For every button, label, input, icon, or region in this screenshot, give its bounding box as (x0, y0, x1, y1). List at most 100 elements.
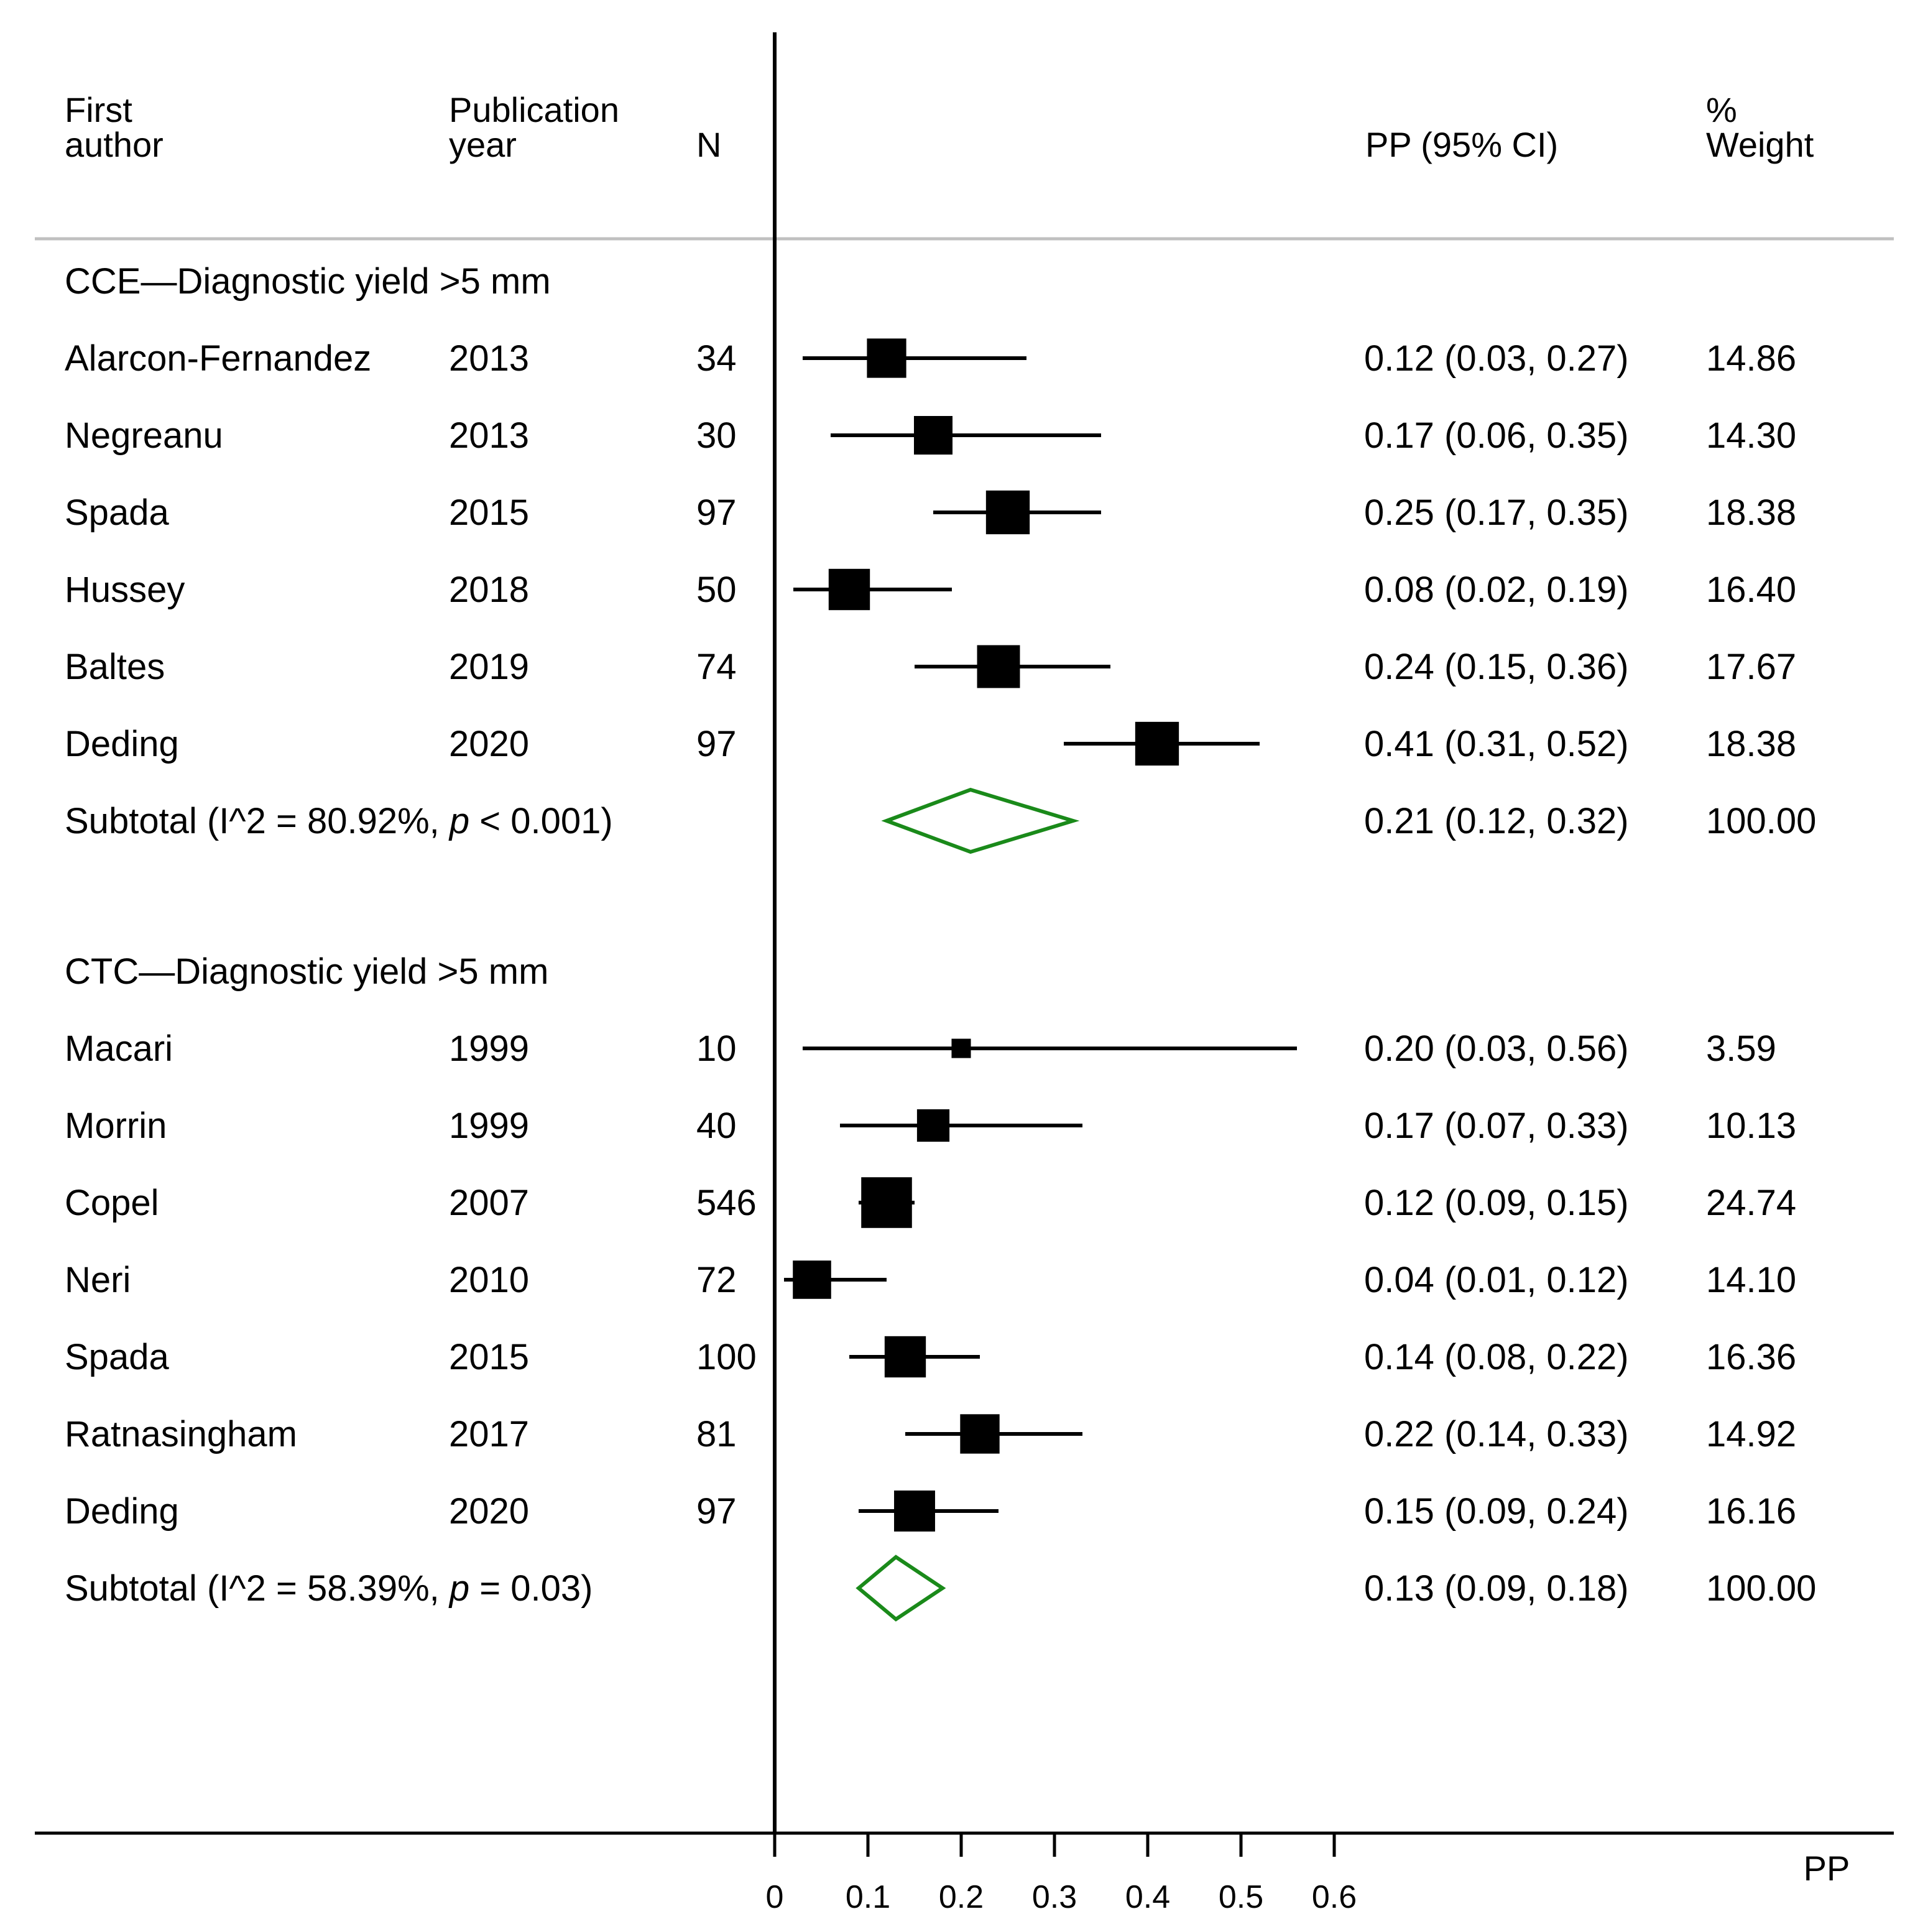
study-author: Baltes (65, 647, 165, 687)
point-estimate-square (951, 1038, 971, 1058)
study-row: Morrin 1999 40 0.17 (0.07, 0.33) 10.13 (65, 1106, 1796, 1146)
forest-rows: CCE—Diagnostic yield >5 mm Alarcon-Fernan… (65, 261, 1816, 1609)
study-estimate-ci: 0.22 (0.14, 0.33) (1364, 1414, 1629, 1454)
header-publication-year-line2: year (449, 125, 517, 164)
study-estimate-ci: 0.14 (0.08, 0.22) (1364, 1337, 1629, 1377)
study-year: 2018 (449, 570, 529, 610)
study-author: Ratnasingham (65, 1414, 297, 1454)
study-n: 546 (696, 1183, 757, 1223)
subtotal-label: Subtotal (I^2 = 80.92%, p < 0.001) (65, 801, 613, 841)
study-estimate-ci: 0.04 (0.01, 0.12) (1364, 1260, 1629, 1300)
x-tick-label: 0.5 (1219, 1879, 1263, 1915)
point-estimate-square (913, 415, 953, 455)
subtotal-row: Subtotal (I^2 = 80.92%, p < 0.001) 0.21 (… (65, 801, 1816, 841)
study-row: Hussey 2018 50 0.08 (0.02, 0.19) 16.40 (65, 570, 1796, 610)
subtotal-estimate-ci: 0.13 (0.09, 0.18) (1364, 1568, 1629, 1609)
study-n: 81 (696, 1414, 737, 1454)
forest-marks (784, 338, 1297, 1622)
study-weight: 18.38 (1706, 492, 1796, 533)
point-estimate-square (884, 1336, 926, 1378)
study-weight: 16.40 (1706, 570, 1796, 610)
group-title: CCE—Diagnostic yield >5 mm (65, 261, 551, 302)
point-estimate-square (960, 1414, 1000, 1454)
x-tick-label: 0.4 (1125, 1879, 1170, 1915)
study-n: 34 (696, 338, 737, 379)
study-row: Deding 2020 97 0.15 (0.09, 0.24) 16.16 (65, 1491, 1796, 1532)
study-author: Neri (65, 1260, 131, 1300)
study-n: 30 (696, 415, 737, 456)
study-row: Macari 1999 10 0.20 (0.03, 0.56) 3.59 (65, 1028, 1776, 1069)
study-row: Alarcon-Fernandez 2013 34 0.12 (0.03, 0.27)… (65, 338, 1796, 379)
study-estimate-ci: 0.17 (0.06, 0.35) (1364, 415, 1629, 456)
study-weight: 16.16 (1706, 1491, 1796, 1532)
point-estimate-square (828, 568, 870, 611)
study-weight: 14.92 (1706, 1414, 1796, 1454)
study-row: Negreanu 2013 30 0.17 (0.06, 0.35) 14.30 (65, 415, 1796, 456)
study-author: Hussey (65, 570, 185, 610)
point-estimate-square (977, 645, 1020, 688)
subtotal-label: Subtotal (I^2 = 58.39%, p = 0.03) (65, 1568, 593, 1609)
study-author: Morrin (65, 1106, 167, 1146)
study-author: Spada (65, 1337, 169, 1377)
study-author: Copel (65, 1183, 159, 1223)
point-estimate-square (894, 1491, 935, 1532)
study-year: 2010 (449, 1260, 529, 1300)
header-estimate: PP (95% CI) (1365, 125, 1558, 164)
x-tick-label: 0 (766, 1879, 784, 1915)
point-estimate-square (985, 490, 1030, 535)
study-n: 50 (696, 570, 737, 610)
subtotal-weight: 100.00 (1706, 801, 1816, 841)
study-author: Deding (65, 724, 179, 764)
header-n: N (696, 125, 721, 164)
study-row: Spada 2015 100 0.14 (0.08, 0.22) 16.36 (65, 1337, 1796, 1377)
study-n: 40 (696, 1106, 737, 1146)
header-first-author-line1: First (65, 90, 132, 129)
study-estimate-ci: 0.24 (0.15, 0.36) (1364, 647, 1629, 687)
study-year: 2013 (449, 415, 529, 456)
x-tick-label: 0.3 (1032, 1879, 1077, 1915)
study-weight: 17.67 (1706, 647, 1796, 687)
point-estimate-square (793, 1260, 831, 1299)
study-year: 1999 (449, 1106, 529, 1146)
x-axis-label: PP (1804, 1849, 1850, 1888)
study-year: 2019 (449, 647, 529, 687)
study-year: 1999 (449, 1028, 529, 1069)
study-year: 2015 (449, 492, 529, 533)
study-estimate-ci: 0.15 (0.09, 0.24) (1364, 1491, 1629, 1532)
study-row: Neri 2010 72 0.04 (0.01, 0.12) 14.10 (65, 1260, 1796, 1300)
study-year: 2013 (449, 338, 529, 379)
study-estimate-ci: 0.25 (0.17, 0.35) (1364, 492, 1629, 533)
study-weight: 18.38 (1706, 724, 1796, 764)
study-n: 10 (696, 1028, 737, 1069)
group-title: CTC—Diagnostic yield >5 mm (65, 951, 548, 992)
study-author: Negreanu (65, 415, 223, 456)
study-n: 97 (696, 724, 737, 764)
header-weight-line1: % (1706, 90, 1737, 129)
study-weight: 16.36 (1706, 1337, 1796, 1377)
study-year: 2020 (449, 724, 529, 764)
study-weight: 3.59 (1706, 1028, 1776, 1069)
study-n: 72 (696, 1260, 737, 1300)
study-estimate-ci: 0.08 (0.02, 0.19) (1364, 570, 1629, 610)
x-axis-ticks: 0 0.1 0.2 0.3 0.4 0.5 0.6 (766, 1833, 1357, 1915)
point-estimate-square (861, 1177, 912, 1228)
point-estimate-square (916, 1109, 950, 1142)
x-tick-label: 0.1 (846, 1879, 890, 1915)
study-weight: 14.30 (1706, 415, 1796, 456)
study-weight: 14.10 (1706, 1260, 1796, 1300)
study-row: Baltes 2019 74 0.24 (0.15, 0.36) 17.67 (65, 647, 1796, 687)
study-author: Alarcon-Fernandez (65, 338, 371, 379)
study-year: 2017 (449, 1414, 529, 1454)
study-year: 2015 (449, 1337, 529, 1377)
point-estimate-square (1135, 721, 1179, 766)
x-tick-label: 0.2 (939, 1879, 984, 1915)
study-weight: 24.74 (1706, 1183, 1796, 1223)
study-weight: 10.13 (1706, 1106, 1796, 1146)
study-n: 97 (696, 1491, 737, 1532)
study-row: Ratnasingham 2017 81 0.22 (0.14, 0.33) 14.92 (65, 1414, 1796, 1454)
study-row: Copel 2007 546 0.12 (0.09, 0.15) 24.74 (65, 1183, 1796, 1223)
study-estimate-ci: 0.41 (0.31, 0.52) (1364, 724, 1629, 764)
subtotal-weight: 100.00 (1706, 1568, 1816, 1609)
header-weight-line2: Weight (1706, 125, 1814, 164)
